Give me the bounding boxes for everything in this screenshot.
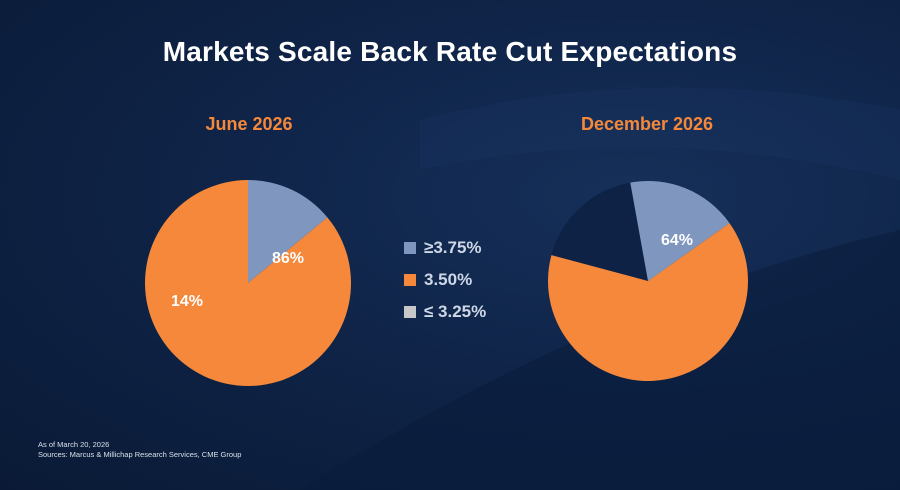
legend-item-3-50: 3.50% [404, 264, 524, 296]
pie-slice-december-1 [630, 181, 730, 281]
pie-data-label: 14% [171, 293, 203, 310]
pie-data-label: 64% [661, 232, 693, 249]
pie-slice-june-1 [145, 180, 351, 386]
pie-title-december: December 2026 [580, 114, 714, 134]
pie-data-label: 86% [272, 250, 304, 267]
footer-sources: Sources: Marcus & Millichap Research Ser… [38, 450, 242, 459]
legend-label: ≤ 3.25% [424, 302, 487, 321]
legend-item-ge-3-75: ≥3.75% [404, 232, 524, 264]
slide-title: Markets Scale Back Rate Cut Expectations [162, 36, 738, 67]
pie-slice-june-0 [248, 179, 328, 283]
legend-item-le-3-25: ≤ 3.25% [404, 296, 524, 328]
pie-slice-december-2 [548, 223, 748, 382]
legend-label: 3.50% [424, 270, 473, 289]
pie-title-june: June 2026 [205, 114, 293, 134]
legend: ≥3.75% 3.50% ≤ 3.25% [404, 232, 524, 328]
legend-swatch [404, 274, 416, 286]
legend-swatch [404, 306, 416, 318]
footer-notes: As of March 20, 2026 Sources: Marcus & M… [38, 440, 241, 460]
footer-date: As of March 20, 2026 [38, 440, 110, 449]
legend-label: ≥3.75% [424, 238, 482, 257]
pie-slice-december-0 [551, 182, 648, 281]
legend-swatch [404, 242, 416, 254]
